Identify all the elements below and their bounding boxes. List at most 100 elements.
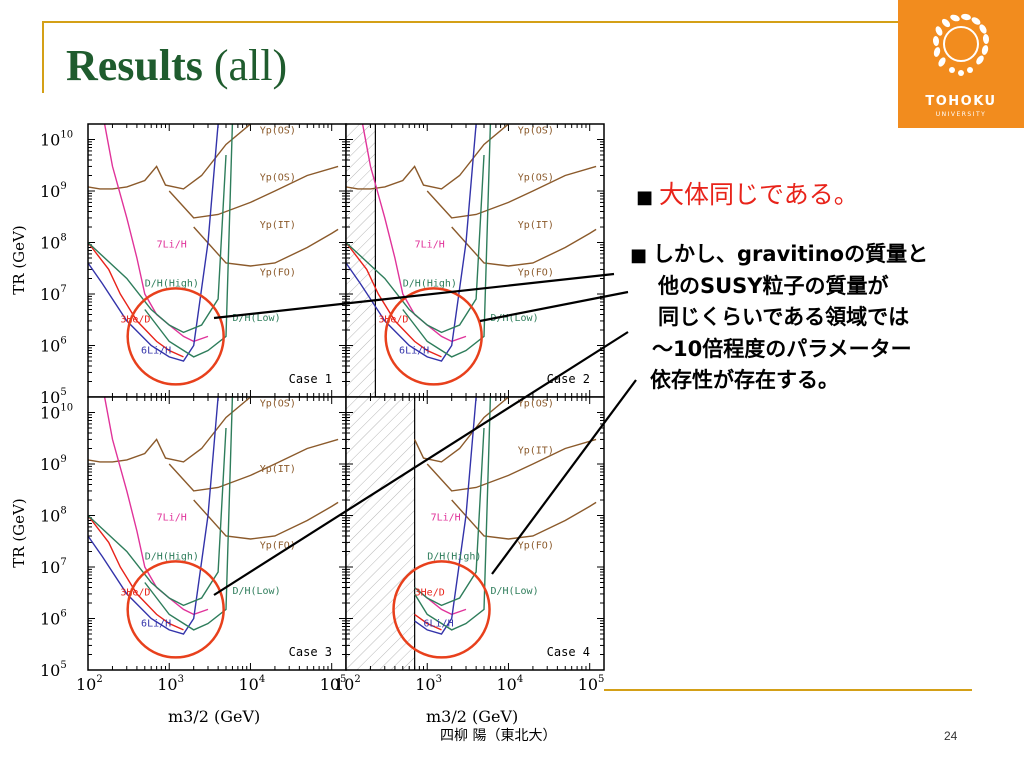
curve-label: Yp(OS) [260, 399, 296, 410]
x-tick-label: 105 [320, 674, 347, 694]
curve-label: 6Li/H [399, 345, 429, 356]
callout-line [479, 290, 629, 323]
series-line-6li-h [87, 123, 219, 362]
series-line-d-h-high- [414, 427, 485, 607]
curve-label: D/H(High) [145, 551, 199, 562]
highlight-circle [126, 560, 225, 659]
series-line-d-h-high- [345, 154, 485, 334]
x-tick-exponent: 3 [178, 674, 184, 685]
y-tick-exponent: 8 [60, 506, 66, 517]
case-label: Case 3 [289, 645, 332, 659]
curve-label: Yp(OS) [260, 126, 296, 137]
y-tick-exponent: 10 [60, 130, 73, 141]
curve-label: Yp(FO) [518, 540, 554, 551]
curve-label: Yp(IT) [260, 220, 296, 231]
y-tick-label: 1010 [40, 403, 73, 423]
series-line-yp-fo- [193, 226, 339, 267]
curve-label: Yp(OS) [518, 172, 554, 183]
curve-label: 6Li/H [424, 618, 454, 629]
highlight-circle [384, 287, 483, 386]
series-line-3he-d [345, 242, 442, 358]
y-tick-label: 107 [40, 284, 67, 304]
curve-label: 7Li/H [157, 239, 187, 250]
y-tick-exponent: 9 [60, 454, 66, 465]
curve-label: Yp(FO) [518, 267, 554, 278]
title-rest: (all) [202, 41, 288, 90]
curve-label: 7Li/H [157, 512, 187, 523]
curve-label: D/H(High) [427, 551, 481, 562]
top-rule [44, 21, 898, 23]
series-line-d-h-low- [402, 123, 492, 358]
series-line-yp-it- [168, 438, 339, 492]
laurel-emblem-icon [932, 13, 990, 76]
curve-label: Yp(OS) [260, 172, 296, 183]
y-axis-label: TR (GeV) [10, 498, 28, 567]
series-line-d-h-low- [414, 396, 492, 631]
curve-label: 3He/D [120, 587, 150, 598]
series-line-7li-h [103, 123, 209, 343]
callout-line [213, 272, 615, 320]
series-line-yp-fo- [193, 499, 339, 540]
x-tick-label: 103 [157, 674, 184, 694]
y-tick-label: 109 [40, 181, 67, 201]
y-tick-label: 106 [40, 336, 67, 356]
curve-label: D/H(Low) [490, 586, 538, 597]
y-tick-label: 106 [40, 609, 67, 629]
title-bold: Results [66, 41, 203, 90]
y-tick-label: 105 [40, 387, 67, 407]
curve-label: D/H(Low) [490, 313, 538, 324]
curve-label: 3He/D [378, 314, 408, 325]
series-line-yp-fo- [451, 226, 597, 267]
highlight-circle [392, 560, 491, 659]
curve-label: D/H(High) [145, 278, 199, 289]
series-line-yp-it- [426, 165, 597, 219]
series-line-yp-os- [413, 396, 509, 463]
y-tick-exponent: 9 [60, 181, 66, 192]
bullet-2-line-2: 他のSUSY粒子の質量が [658, 273, 889, 298]
x-tick-label: 105 [578, 674, 605, 694]
curve-label: D/H(Low) [232, 313, 280, 324]
series-line-yp-os- [87, 396, 251, 463]
curve-label: Yp(FO) [260, 267, 296, 278]
x-tick-exponent: 3 [436, 674, 442, 685]
y-tick-exponent: 6 [60, 609, 66, 620]
bullet-1: ■ 大体同じである。 [636, 175, 859, 211]
tohoku-logo: TOHOKU UNIVERSITY [898, 0, 1024, 128]
series-line-7li-h [361, 123, 467, 343]
y-tick-exponent: 7 [60, 284, 66, 295]
highlight-circle [126, 287, 225, 386]
slide-title: Results (all) [66, 40, 287, 91]
curve-label: Yp(IT) [260, 464, 296, 475]
curve-label: D/H(Low) [232, 586, 280, 597]
y-tick-label: 108 [40, 506, 67, 526]
series-line-yp-fo- [451, 499, 597, 540]
chart-panel: Yp(OS) Yp(OS) Yp(IT) Yp(FO) 7Li/H D/H(High) D/… [87, 123, 347, 398]
left-rule [42, 21, 44, 93]
x-tick-label: 102 [76, 674, 103, 694]
bottom-rule [604, 689, 972, 691]
results-figure: Yp(OS) Yp(OS) Yp(IT) Yp(FO) 7Li/H D/H(High) D/… [10, 123, 637, 726]
y-tick-exponent: 5 [60, 660, 66, 671]
bullet-2-line-4: ～10倍程度のパラメーター [652, 336, 912, 361]
square-bullet-icon: ■ [636, 187, 654, 208]
y-axis-label: TR (GeV) [10, 225, 28, 294]
curve-label: 3He/D [415, 587, 445, 598]
y-tick-exponent: 5 [60, 387, 66, 398]
callout-line [213, 331, 629, 596]
callout-line [491, 379, 637, 575]
series-line-d-h-high- [87, 154, 227, 334]
series-line-yp-it- [168, 165, 339, 219]
x-axis-label: m3/2 (GeV) [168, 707, 260, 726]
x-tick-label: 104 [496, 674, 523, 694]
series-line-yp-os- [87, 123, 251, 190]
panel-frame [345, 396, 605, 671]
curve-label: Yp(OS) [518, 126, 554, 137]
panel-background [88, 124, 346, 397]
y-tick-exponent: 6 [60, 336, 66, 347]
y-tick-label: 108 [40, 233, 67, 253]
x-tick-label: 102 [334, 674, 361, 694]
x-axis-label: m3/2 (GeV) [426, 707, 518, 726]
x-tick-exponent: 5 [340, 674, 346, 685]
square-bullet-icon: ■ [630, 245, 648, 266]
bullet-2-line-5: 依存性が存在する。 [650, 368, 839, 392]
